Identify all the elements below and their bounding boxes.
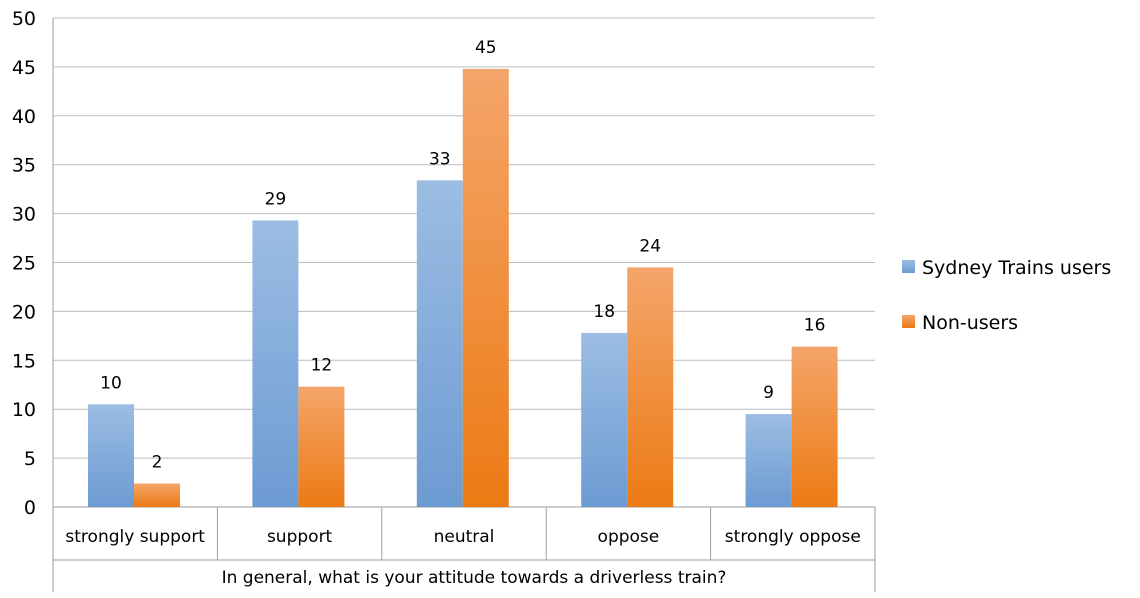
y-tick-label: 25: [12, 253, 36, 275]
data-label: 24: [639, 236, 661, 256]
bar: [745, 414, 792, 507]
legend: Sydney Trains users Non-users: [902, 257, 1111, 334]
bar: [416, 180, 463, 507]
axes: 0 5 10 15 20 25 30 35 40 45 50 strongly support supp…: [12, 8, 876, 592]
bars: [88, 68, 838, 508]
data-label: 10: [100, 373, 122, 393]
bar: [298, 386, 345, 507]
legend-label: Sydney Trains users: [922, 257, 1111, 279]
y-tick-label: 35: [12, 155, 36, 177]
bar: [462, 68, 509, 507]
data-label: 18: [593, 302, 615, 322]
y-tick-label: 50: [12, 8, 36, 30]
x-axis-title: In general, what is your attitude toward…: [222, 568, 727, 588]
data-label: 2: [152, 453, 163, 473]
y-tick-label: 40: [12, 106, 36, 128]
x-category-label: oppose: [598, 527, 660, 547]
x-category-label: strongly oppose: [725, 527, 861, 547]
bar: [791, 346, 838, 507]
legend-label: Non-users: [922, 312, 1018, 334]
y-tick-label: 45: [12, 57, 36, 79]
bar: [88, 404, 134, 507]
y-tick-label: 5: [24, 448, 36, 470]
data-label: 45: [475, 38, 497, 58]
data-label: 9: [763, 383, 774, 403]
bar: [134, 483, 180, 507]
data-labels: 10 2 29 12 33 45 18 24 9 16: [100, 38, 825, 473]
bar: [627, 267, 674, 507]
bar: [252, 220, 299, 508]
x-category-label: strongly support: [65, 527, 205, 547]
y-tick-label: 30: [12, 204, 36, 226]
y-tick-label: 0: [24, 497, 36, 519]
x-category-label: support: [267, 527, 333, 547]
x-category-label: neutral: [434, 527, 495, 547]
data-label: 16: [804, 316, 826, 336]
legend-swatch: [902, 315, 915, 328]
data-label: 29: [265, 189, 287, 209]
legend-swatch: [902, 260, 915, 273]
y-tick-label: 10: [12, 399, 36, 421]
bar: [581, 332, 628, 507]
y-tick-label: 15: [12, 350, 36, 372]
data-label: 33: [429, 149, 451, 169]
y-tick-label: 20: [12, 301, 36, 323]
data-label: 12: [311, 356, 333, 376]
